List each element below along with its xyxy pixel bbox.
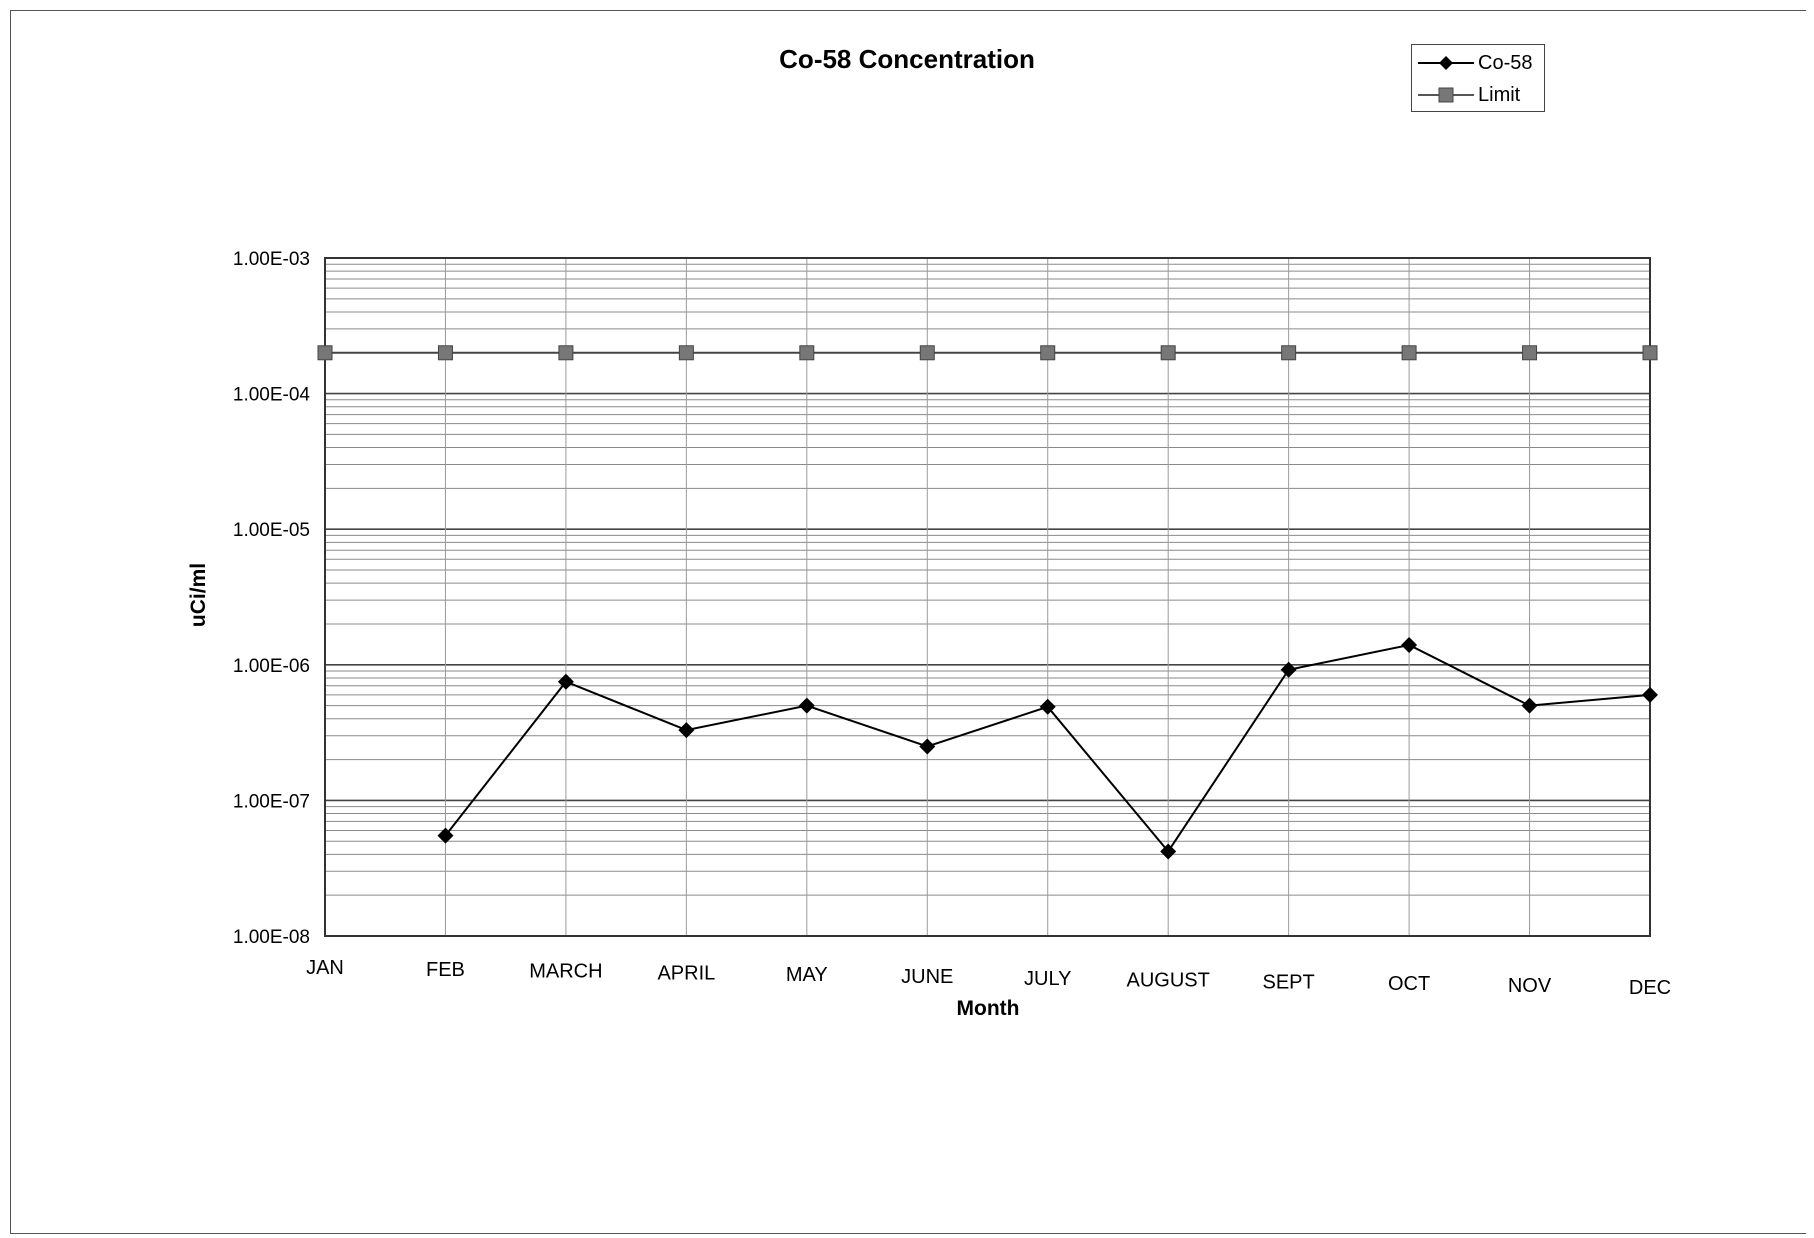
data-point-diamond: [798, 697, 815, 714]
x-tick-label: NOV: [1508, 975, 1552, 997]
x-tick-label: APRIL: [657, 962, 715, 984]
y-tick-label: 1.00E-07: [233, 791, 310, 812]
legend-item-limit: Limit: [1412, 80, 1546, 110]
data-point-square: [1281, 345, 1297, 361]
x-tick-label: JUNE: [901, 966, 953, 988]
data-point-diamond: [678, 722, 695, 739]
y-axis-ticks: 1.00E-03 1.00E-04 1.00E-05 1.00E-06 1.00E-07…: [233, 249, 311, 948]
data-point-diamond: [1039, 698, 1056, 715]
y-tick-label: 1.00E-04: [233, 385, 311, 406]
data-point-diamond: [1521, 697, 1538, 714]
data-point-diamond: [437, 827, 454, 844]
data-point-diamond: [1280, 661, 1297, 678]
x-axis-title: Month: [957, 997, 1020, 1020]
x-tick-label: FEB: [426, 959, 465, 981]
data-point-square: [799, 345, 815, 361]
y-tick-label: 1.00E-05: [233, 520, 310, 541]
data-point-diamond: [1401, 636, 1418, 653]
legend-label: Co-58: [1478, 52, 1533, 74]
x-tick-label: JAN: [306, 957, 344, 979]
data-point-square: [1522, 345, 1538, 361]
data-point-square: [1160, 345, 1176, 361]
square-marker-icon: [1418, 87, 1474, 103]
data-point-square: [919, 345, 935, 361]
y-axis-title: uCi/ml: [187, 563, 210, 627]
plot-area: [324, 257, 1651, 937]
data-point-square: [558, 345, 574, 361]
x-tick-label: JULY: [1024, 968, 1071, 990]
x-tick-label: SEPT: [1263, 971, 1315, 993]
data-point-square: [317, 345, 333, 361]
data-point-square: [1040, 345, 1056, 361]
data-point-diamond: [557, 673, 574, 690]
x-tick-label: OCT: [1388, 973, 1430, 995]
data-point-square: [678, 345, 694, 361]
data-point-diamond: [919, 738, 936, 755]
x-tick-label: MARCH: [529, 961, 602, 983]
data-point-diamond: [1160, 843, 1177, 860]
diamond-marker-icon: [1418, 56, 1474, 70]
x-axis-ticks: JAN FEB MARCH APRIL MAY JUNE JULY AUGUST SEPT OCT…: [306, 957, 1671, 999]
data-point-square: [1642, 345, 1658, 361]
x-tick-label: AUGUST: [1127, 970, 1210, 992]
data-point-diamond: [1642, 686, 1658, 703]
data-point-square: [437, 345, 453, 361]
y-tick-label: 1.00E-03: [233, 249, 310, 270]
data-point-square: [1401, 345, 1417, 361]
y-tick-label: 1.00E-06: [233, 656, 310, 677]
legend-label: Limit: [1478, 84, 1521, 106]
legend-item-co58: Co-58: [1412, 48, 1546, 78]
page-frame: [10, 10, 1806, 1234]
series-layer: [317, 345, 1658, 860]
legend: Co-58 Limit: [1411, 44, 1545, 112]
gridlines: [325, 258, 1650, 937]
chart-title: Co-58 Concentration: [779, 44, 1035, 74]
y-tick-label: 1.00E-08: [233, 927, 310, 948]
x-tick-label: MAY: [786, 964, 828, 986]
x-tick-label: DEC: [1629, 977, 1671, 999]
